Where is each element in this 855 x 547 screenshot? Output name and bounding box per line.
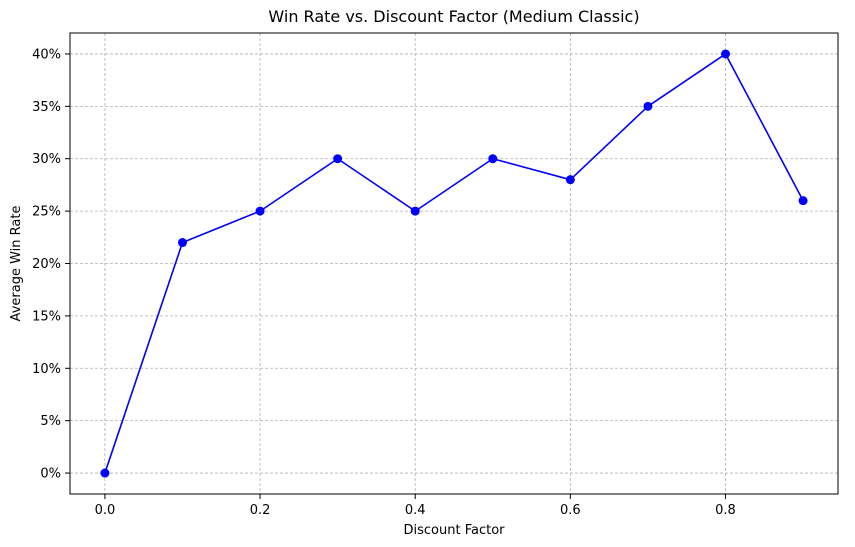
y-tick-label: 25% [32, 205, 61, 220]
chart-title: Win Rate vs. Discount Factor (Medium Cla… [268, 7, 639, 26]
y-tick-label: 10% [32, 362, 61, 377]
data-point [177, 238, 187, 248]
data-point [643, 101, 653, 111]
y-axis-title: Average Win Rate [9, 206, 24, 322]
x-tick-label: 0.8 [715, 503, 736, 518]
series-layer [100, 49, 808, 478]
axis-ticks: 0.0 0.2 0.4 0.6 0.8 0% 5% 10% 15% 20% 25% 30% 35% 40% [32, 47, 736, 518]
x-tick-label: 0.2 [250, 503, 271, 518]
y-tick-label: 5% [40, 414, 61, 429]
y-tick-label: 15% [32, 309, 61, 324]
y-tick-label: 0% [40, 467, 61, 482]
y-tick-label: 35% [32, 100, 61, 115]
x-tick-label: 0.6 [560, 503, 581, 518]
data-point [100, 468, 110, 478]
x-tick-label: 0.0 [95, 503, 116, 518]
data-point [333, 154, 343, 164]
data-point [721, 49, 731, 59]
data-point [410, 206, 420, 216]
y-tick-label: 20% [32, 257, 61, 272]
data-point [488, 154, 498, 164]
x-axis-title: Discount Factor [404, 523, 506, 538]
data-point [798, 196, 808, 206]
y-tick-label: 30% [32, 152, 61, 167]
x-tick-label: 0.4 [405, 503, 426, 518]
y-tick-label: 40% [32, 47, 61, 62]
data-point [255, 206, 265, 216]
data-point [565, 175, 575, 185]
series-line [104, 53, 804, 474]
grid [70, 33, 838, 494]
